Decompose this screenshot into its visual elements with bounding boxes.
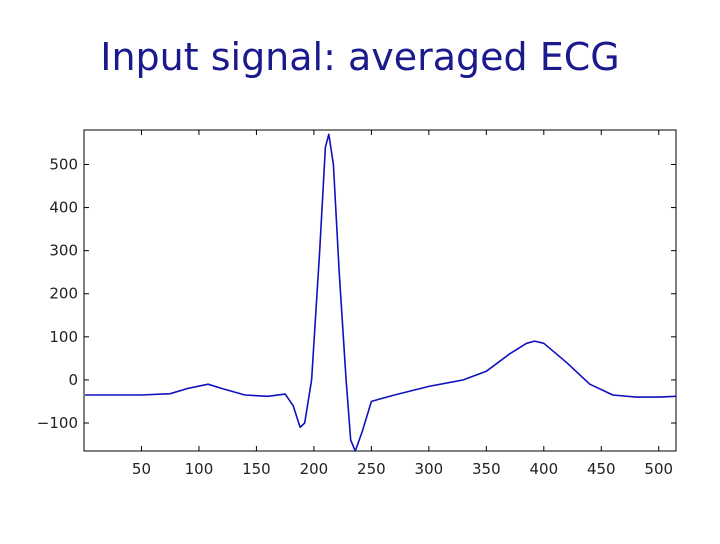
x-tick-label: 100: [185, 460, 214, 478]
y-tick-label: 100: [49, 328, 78, 346]
x-tick-label: 400: [529, 460, 558, 478]
x-tick-label: 50: [132, 460, 151, 478]
y-tick-label: 200: [49, 285, 78, 303]
y-tick-label: 500: [49, 155, 78, 173]
y-tick-label: −100: [37, 414, 78, 432]
y-tick-label: 0: [68, 371, 78, 389]
x-tick-label: 300: [415, 460, 444, 478]
x-tick-label: 350: [472, 460, 501, 478]
plot-frame: [83, 129, 677, 452]
ecg-line: [85, 133, 677, 452]
x-tick-label: 250: [357, 460, 386, 478]
chart-title: Input signal: averaged ECG: [100, 35, 620, 79]
x-tick-label: 150: [242, 460, 271, 478]
x-tick-label: 450: [587, 460, 616, 478]
y-tick-label: 300: [49, 242, 78, 260]
y-tick-label: 400: [49, 199, 78, 217]
x-tick-label: 500: [644, 460, 673, 478]
x-tick-label: 200: [300, 460, 329, 478]
